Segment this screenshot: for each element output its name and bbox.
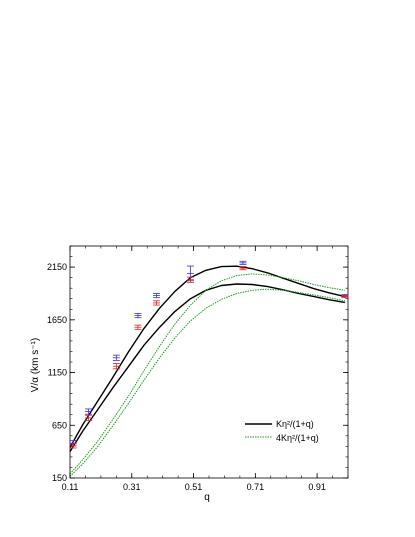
legend-label-green: 4Kη²/(1+q) [276, 433, 319, 443]
black-curve-0 [69, 265, 346, 448]
errorbar-point [152, 293, 160, 299]
errorbars [69, 260, 349, 449]
y-tick-label: 1650 [47, 315, 67, 325]
errorbar-point [239, 260, 247, 265]
green-curve-0 [69, 273, 345, 475]
x-tick-label: 0.11 [62, 482, 79, 492]
tick-labels: 0.11 0.31 0.51 0.71 0.91 150 650 1150 1650 2150 [47, 262, 326, 492]
data-curves [69, 265, 346, 477]
plot-frame [69, 245, 349, 479]
y-axis-label: V/α (km s⁻¹) [30, 338, 41, 392]
errorbar-point [239, 266, 247, 271]
errorbar-point [112, 363, 120, 370]
y-tick-label: 2150 [47, 262, 67, 272]
errorbar-point [69, 443, 77, 449]
x-tick-label: 0.71 [247, 482, 265, 492]
errorbar-point [152, 300, 160, 306]
y-tick-label: 1150 [48, 368, 67, 378]
green-curve-1 [69, 288, 345, 477]
x-axis-label: q [204, 492, 210, 503]
errorbar-point [186, 276, 194, 283]
black-curve-1 [69, 283, 346, 452]
y-tick-label: 650 [52, 420, 67, 430]
legend-label-black: Kη²/(1+q) [276, 419, 314, 429]
plot-area [69, 245, 349, 479]
errorbar-point [85, 414, 93, 421]
legend: Kη²/(1+q) 4Kη²/(1+q) [245, 419, 319, 443]
y-tick-label: 150 [52, 473, 67, 483]
errorbar-point [134, 324, 142, 330]
errorbar-point [341, 295, 349, 299]
x-tick-label: 0.91 [308, 482, 326, 492]
x-tick-label: 0.51 [185, 482, 203, 492]
errorbar-point [134, 313, 142, 319]
errorbar-point [112, 354, 120, 361]
x-tick-label: 0.31 [123, 482, 141, 492]
axis-ticks [69, 245, 349, 479]
errorbar-point [85, 408, 93, 415]
